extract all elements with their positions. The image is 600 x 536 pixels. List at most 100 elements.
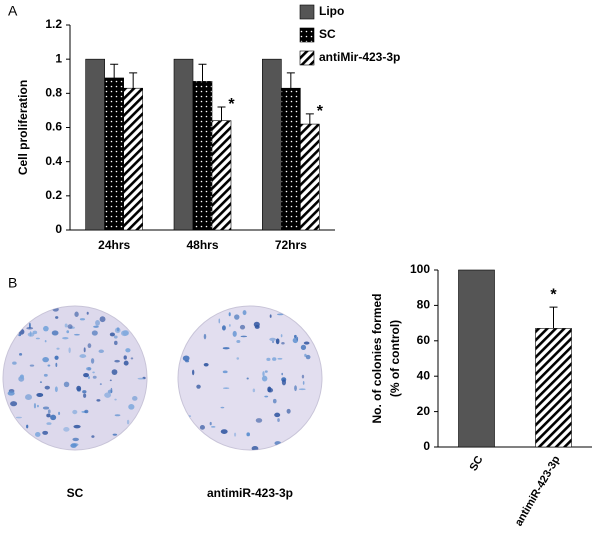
colony bbox=[62, 336, 69, 340]
colony bbox=[72, 437, 79, 442]
colony bbox=[29, 331, 32, 337]
colony bbox=[19, 374, 24, 379]
y-tick-label: 60 bbox=[417, 333, 431, 347]
colony bbox=[116, 327, 120, 332]
colony bbox=[218, 318, 221, 324]
y-tick-label: 100 bbox=[410, 262, 430, 276]
colony bbox=[236, 357, 240, 360]
colony bbox=[255, 418, 263, 423]
colony bbox=[54, 386, 58, 393]
colony bbox=[262, 371, 265, 377]
colony bbox=[246, 377, 249, 380]
colony bbox=[55, 362, 58, 368]
colony bbox=[264, 370, 268, 373]
bar bbox=[262, 58, 282, 231]
colony bbox=[43, 373, 48, 377]
legend-label: antiMir-423-3p bbox=[319, 50, 400, 64]
colony bbox=[114, 414, 121, 417]
colony bbox=[63, 427, 70, 432]
colony bbox=[90, 358, 95, 364]
colony bbox=[114, 398, 117, 401]
colony bbox=[128, 404, 135, 410]
y-axis-label: (% of control) bbox=[388, 320, 402, 397]
bar bbox=[300, 123, 320, 231]
colony bbox=[110, 387, 113, 394]
error-bar bbox=[198, 63, 207, 82]
colony bbox=[36, 404, 39, 408]
colony bbox=[33, 403, 37, 409]
y-tick-label: 0.8 bbox=[45, 86, 62, 100]
colony bbox=[109, 332, 115, 337]
colony bbox=[298, 388, 306, 391]
bar bbox=[535, 328, 572, 448]
colony bbox=[286, 408, 291, 414]
colony bbox=[92, 371, 95, 374]
colony bbox=[228, 312, 231, 317]
legend-swatch bbox=[299, 4, 315, 20]
legend-swatch bbox=[299, 27, 315, 43]
colony bbox=[83, 347, 86, 353]
y-tick-label: 0 bbox=[55, 222, 62, 236]
x-tick-label: 24hrs bbox=[98, 238, 130, 252]
colony bbox=[68, 347, 71, 354]
colony bbox=[104, 392, 112, 398]
colony bbox=[277, 418, 280, 422]
colony bbox=[95, 320, 100, 326]
colony bbox=[92, 375, 97, 379]
y-axis-label: No. of colonies formed bbox=[370, 293, 384, 423]
colony bbox=[114, 340, 118, 346]
bar bbox=[123, 87, 143, 231]
colony bbox=[281, 379, 287, 386]
colony bbox=[82, 390, 87, 394]
colony bbox=[240, 335, 248, 338]
colony bbox=[15, 416, 22, 419]
bar bbox=[104, 77, 124, 231]
y-tick-label: 40 bbox=[417, 368, 431, 382]
colony bbox=[272, 398, 277, 404]
colony bbox=[10, 401, 18, 407]
colony bbox=[93, 325, 99, 328]
panel-label: B bbox=[8, 275, 17, 291]
legend-label: SC bbox=[319, 27, 336, 41]
colony bbox=[232, 330, 237, 337]
colony bbox=[58, 411, 61, 415]
colony bbox=[99, 316, 106, 323]
colony bbox=[54, 355, 59, 360]
colony bbox=[266, 357, 271, 361]
colony bbox=[42, 357, 49, 363]
colony bbox=[271, 340, 275, 344]
colony bbox=[220, 406, 225, 409]
error-bar bbox=[217, 106, 226, 121]
colony bbox=[112, 433, 118, 436]
error-bar bbox=[110, 63, 119, 78]
colony bbox=[111, 369, 118, 375]
bar bbox=[85, 58, 105, 231]
colony bbox=[182, 355, 190, 362]
colony bbox=[199, 425, 205, 430]
colony bbox=[63, 381, 70, 388]
colony bbox=[236, 339, 241, 343]
bar bbox=[192, 81, 213, 231]
error-bar bbox=[129, 72, 138, 89]
colony bbox=[222, 347, 230, 350]
colony bbox=[79, 354, 87, 358]
colony bbox=[239, 324, 246, 330]
colony bbox=[55, 316, 59, 319]
colony bbox=[294, 385, 297, 392]
colony bbox=[294, 334, 297, 339]
annotation: * bbox=[550, 286, 557, 303]
colony bbox=[84, 409, 89, 414]
colony bbox=[246, 432, 250, 437]
colony bbox=[254, 324, 260, 329]
colony bbox=[83, 393, 87, 398]
colony bbox=[269, 337, 276, 341]
colony bbox=[123, 355, 127, 360]
colony bbox=[220, 429, 228, 434]
legend-label: Lipo bbox=[319, 4, 344, 18]
colony bbox=[29, 364, 35, 367]
culture-plate bbox=[2, 305, 148, 451]
colony bbox=[277, 313, 284, 316]
colony bbox=[221, 325, 226, 331]
colony bbox=[130, 357, 134, 360]
